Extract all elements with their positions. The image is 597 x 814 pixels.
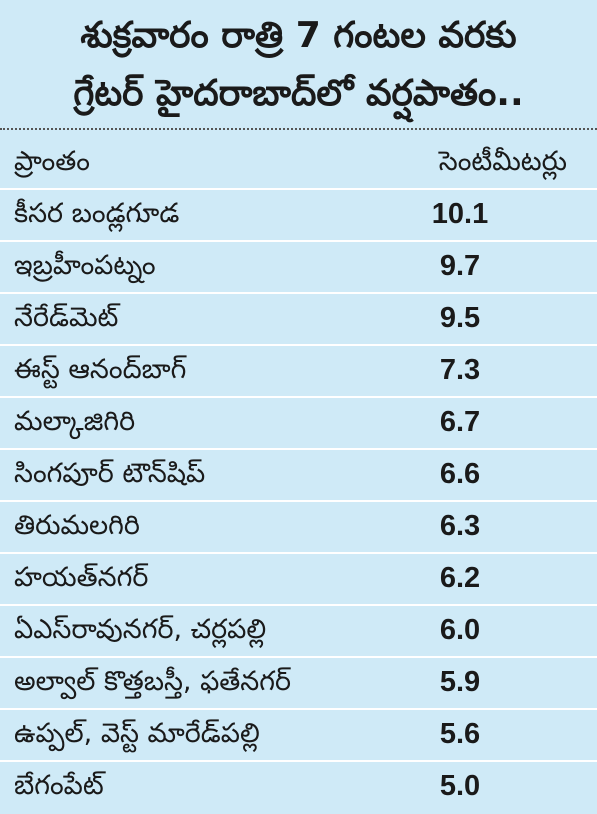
row-area: మల్కాజిగిరి xyxy=(14,406,136,437)
title-divider xyxy=(0,128,597,130)
row-value: 9.5 xyxy=(439,302,481,334)
header-area: ప్రాంతం xyxy=(14,146,90,177)
table-row: హయత్‌నగర్ 6.2 xyxy=(0,552,597,604)
row-value: 6.7 xyxy=(439,406,481,438)
row-area: ఉప్పల్, వెస్ట్ మారేడ్‌పల్లి xyxy=(14,718,260,749)
row-value: 5.0 xyxy=(439,770,481,802)
table-row: మల్కాజిగిరి 6.7 xyxy=(0,396,597,448)
header-unit: సెంటీమీటర్లు xyxy=(438,146,567,177)
table-row: అల్వాల్ కొత్తబస్తీ, ఫతేనగర్ 5.9 xyxy=(0,656,597,708)
row-value: 7.3 xyxy=(439,354,481,386)
row-area: ఈస్ట్ ఆనంద్‌బాగ్ xyxy=(14,354,187,385)
row-area: బేగంపేట్ xyxy=(14,770,104,801)
row-value: 6.6 xyxy=(439,458,481,490)
row-area: ఇబ్రహీంపట్నం xyxy=(14,250,156,281)
row-area: ఏఎస్‌రావునగర్, చర్లపల్లి xyxy=(14,614,267,645)
row-value: 6.2 xyxy=(439,562,481,594)
row-value: 6.3 xyxy=(439,510,481,542)
row-area: తిరుమలగిరి xyxy=(14,510,140,541)
title-line-1: శుక్రవారం రాత్రి 7 గంటల వరకు xyxy=(80,15,517,56)
row-value: 5.6 xyxy=(439,718,481,750)
table-body: కీసర బండ్లగూడ 10.1 ఇబ్రహీంపట్నం 9.7 నేరే… xyxy=(0,188,597,812)
table-row: సింగపూర్ టౌన్‌షిప్ 6.6 xyxy=(0,448,597,500)
table-row: ఈస్ట్ ఆనంద్‌బాగ్ 7.3 xyxy=(0,344,597,396)
row-area: హయత్‌నగర్ xyxy=(14,562,149,593)
table-header: ప్రాంతం సెంటీమీటర్లు xyxy=(0,136,597,188)
row-value: 9.7 xyxy=(439,250,481,282)
row-value: 10.1 xyxy=(431,198,489,230)
title-line-2: గ్రేటర్ హైదరాబాద్‌లో వర్షపాతం.. xyxy=(73,73,524,114)
table-row: నేరేడ్‌మెట్ 9.5 xyxy=(0,292,597,344)
row-area: కీసర బండ్లగూడ xyxy=(14,198,180,229)
row-area: అల్వాల్ కొత్తబస్తీ, ఫతేనగర్ xyxy=(14,666,292,697)
table-row: ఇబ్రహీంపట్నం 9.7 xyxy=(0,240,597,292)
table-row: ఏఎస్‌రావునగర్, చర్లపల్లి 6.0 xyxy=(0,604,597,656)
row-area: సింగపూర్ టౌన్‌షిప్ xyxy=(14,458,206,489)
table-row: ఉప్పల్, వెస్ట్ మారేడ్‌పల్లి 5.6 xyxy=(0,708,597,760)
row-value: 6.0 xyxy=(439,614,481,646)
table-row: తిరుమలగిరి 6.3 xyxy=(0,500,597,552)
table-row: కీసర బండ్లగూడ 10.1 xyxy=(0,188,597,240)
table-row: బేగంపేట్ 5.0 xyxy=(0,760,597,812)
row-value: 5.9 xyxy=(439,666,481,698)
row-area: నేరేడ్‌మెట్ xyxy=(14,302,119,333)
